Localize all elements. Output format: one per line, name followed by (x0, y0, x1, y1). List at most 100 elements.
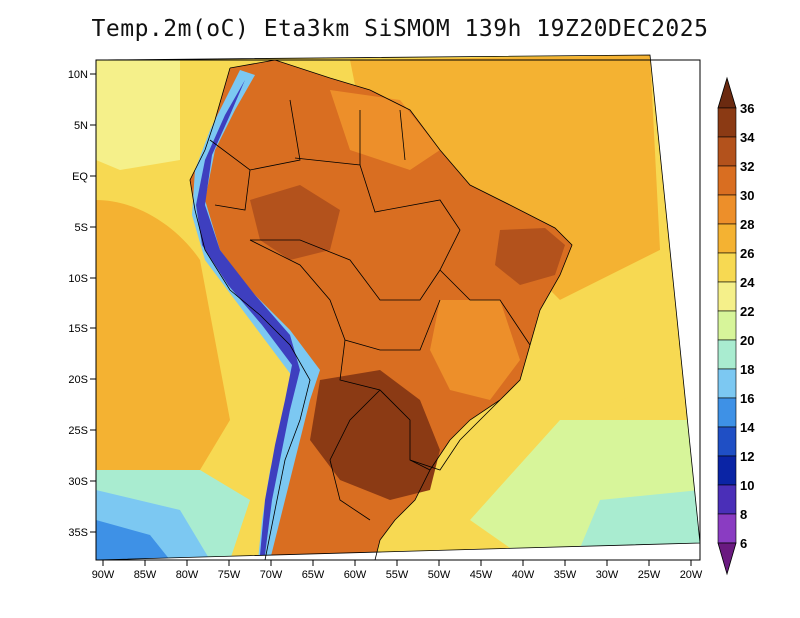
lon-tick-80w: 80W (176, 560, 199, 581)
colorbar-label: 6 (740, 536, 747, 551)
lat-label: 25S (68, 425, 88, 437)
map-title: Temp.2m(oC) Eta3km SiSMOM 139h 19Z20DEC2… (91, 16, 709, 42)
lon-tick-70w: 70W (260, 560, 283, 581)
colorbar-label: 16 (740, 391, 754, 406)
south-america-land (190, 60, 572, 560)
lat-label: 15S (68, 323, 88, 335)
lon-label: 40W (512, 569, 535, 581)
lon-tick-60w: 60W (344, 560, 367, 581)
lat-tick-25s: 25S (68, 425, 96, 437)
colorbar-segment (717, 397, 737, 428)
colorbar-label: 30 (740, 188, 754, 203)
border-colombia (209, 99, 301, 171)
lat-tick-15s: 15S (68, 323, 96, 335)
latitude-axis: 10N 5N EQ 5S 10S 15S 20S 25S 30S 35S (68, 69, 96, 539)
colorbar-segment (717, 281, 737, 312)
colorbar-label: 14 (740, 420, 755, 435)
colorbar-label: 34 (740, 130, 755, 145)
lat-label: EQ (72, 171, 88, 183)
east-coastline (229, 59, 573, 561)
colorbar-segment (717, 426, 737, 457)
lon-label: 20W (680, 569, 703, 581)
chaco-hot (310, 370, 440, 500)
colorbar-bottom-arrow (717, 542, 737, 576)
lon-label: 50W (428, 569, 451, 581)
domain-edge (95, 54, 701, 561)
lon-label: 45W (470, 569, 493, 581)
lon-label: 35W (554, 569, 577, 581)
lat-tick-30s: 30S (68, 476, 96, 488)
political-borders (189, 59, 573, 561)
lon-tick-35w: 35W (554, 560, 577, 581)
lon-label: 70W (260, 569, 283, 581)
lon-label: 65W (302, 569, 325, 581)
lon-label: 60W (344, 569, 367, 581)
lon-tick-85w: 85W (134, 560, 157, 581)
colorbar-label: 12 (740, 449, 754, 464)
longitude-axis: 90W 85W 80W 75W 70W 65W 60W 55W 50W 45W … (92, 560, 703, 581)
lat-label: 20S (68, 374, 88, 386)
interior-hot (250, 185, 340, 260)
colorbar-label: 18 (740, 362, 754, 377)
atlantic-mid (560, 250, 680, 420)
border-brazil-states (439, 269, 531, 346)
colorbar-label: 20 (740, 333, 754, 348)
lat-label: 10N (68, 69, 88, 81)
colorbar-label: 28 (740, 217, 754, 232)
model-domain (96, 55, 700, 560)
colorbar-label: 32 (740, 159, 754, 174)
colorbar-top-arrow (717, 76, 737, 109)
pacific-southmost (96, 520, 170, 560)
lon-tick-40w: 40W (512, 560, 535, 581)
northeast-hot (495, 228, 565, 285)
colorbar-segment (717, 513, 737, 544)
lat-tick-eq: EQ (72, 171, 96, 183)
atlantic-south-cold (580, 490, 700, 548)
pacific-north (96, 60, 180, 170)
border-suriname (399, 109, 406, 161)
border-ecuador-peru (214, 169, 251, 211)
lon-tick-65w: 65W (302, 560, 325, 581)
colorbar-segment (717, 339, 737, 370)
lat-tick-20s: 20S (68, 374, 96, 386)
lon-label: 55W (386, 569, 409, 581)
colorbar-segment (717, 310, 737, 341)
lon-label: 30W (596, 569, 619, 581)
lon-label: 75W (218, 569, 241, 581)
border-paraguay (339, 339, 431, 471)
colorbar-segment (717, 484, 737, 515)
colorbar-label: 26 (740, 246, 754, 261)
lon-tick-50w: 50W (428, 560, 451, 581)
colorbar-segment (717, 136, 737, 167)
colorbar-label: 8 (740, 507, 747, 522)
atlantic-tropics (350, 55, 660, 300)
lon-label: 25W (638, 569, 661, 581)
west-coastline (189, 67, 311, 561)
lat-tick-35s: 35S (68, 527, 96, 539)
lon-label: 90W (92, 569, 115, 581)
colorbar-label: 36 (740, 101, 754, 116)
lat-label: 5S (75, 222, 88, 234)
lon-tick-25w: 25W (638, 560, 661, 581)
colorbar-segment (717, 223, 737, 254)
lon-tick-30w: 30W (596, 560, 619, 581)
colorbar-segment (717, 455, 737, 486)
lon-tick-45w: 45W (470, 560, 493, 581)
lat-tick-5n: 5N (74, 120, 96, 132)
border-argentina-north (329, 389, 381, 521)
colorbar-segment (717, 107, 737, 138)
highlands-warm (430, 300, 520, 400)
colorbar-segment (717, 368, 737, 399)
map-frame (95, 59, 701, 561)
lat-tick-5s: 5S (75, 222, 96, 234)
lon-tick-90w: 90W (92, 560, 115, 581)
border-brazil-south (409, 399, 501, 471)
colorbar-label: 22 (740, 304, 754, 319)
pacific-warm-band (96, 200, 230, 470)
lat-label: 30S (68, 476, 88, 488)
colorbar-segment (717, 194, 737, 225)
lat-tick-10s: 10S (68, 273, 96, 285)
lon-tick-75w: 75W (218, 560, 241, 581)
